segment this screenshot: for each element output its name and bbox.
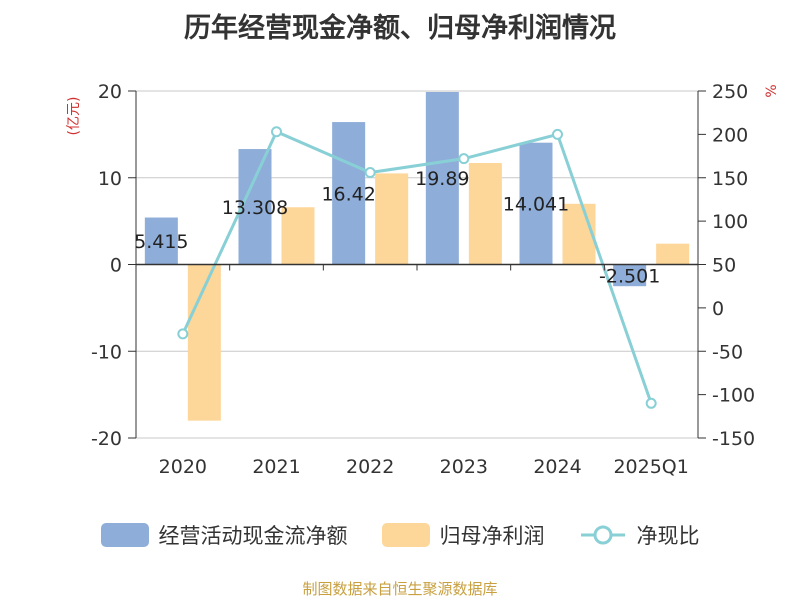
cashflow-data-label-5: -2.501 [599, 265, 660, 287]
legend-swatch-cashflow [100, 523, 149, 547]
ratio-point-3 [458, 153, 470, 165]
chart-title: 历年经营现金净额、归母净利润情况 [184, 13, 616, 44]
bar-cashflow-4 [519, 142, 553, 265]
right-tick-label-4: 50 [712, 255, 736, 277]
cashflow-data-label-3: 19.89 [415, 168, 469, 190]
cashflow-data-label-0: 5.415 [134, 231, 188, 253]
legend-item-profit[interactable]: 归母净利润 [381, 520, 545, 550]
legend-line-icon [580, 525, 625, 545]
ratio-line [181, 129, 653, 404]
bar-profit-4 [562, 203, 596, 265]
bar-profit-1 [281, 207, 315, 265]
cashflow-data-label-1: 13.308 [222, 197, 288, 219]
bar-profit-5 [656, 243, 690, 265]
bar-profit-2 [375, 173, 409, 265]
right-tick-label-0: 250 [712, 81, 748, 103]
right-tick-label-1: 200 [712, 124, 748, 146]
grid-layer [136, 90, 698, 439]
category-label-4: 2024 [533, 456, 581, 478]
legend-item-ratio[interactable]: 净现比 [579, 520, 700, 550]
category-label-5: 2025Q1 [613, 456, 688, 478]
bar-profit-3 [468, 163, 502, 265]
legend-label-profit: 归母净利润 [439, 524, 545, 548]
bar-cashflow-2 [332, 122, 366, 265]
bar-cashflow-1 [238, 149, 272, 265]
bar-cashflow-5 [613, 264, 647, 287]
bar-layer [144, 91, 690, 421]
ratio-point-1 [271, 126, 282, 138]
label-layer: 5.415 13.308 16.42 19.89 14.041 -2.501 [134, 168, 660, 287]
legend: 经营活动现金流净额 归母净利润 净现比 [0, 518, 800, 552]
right-tick-label-8: -150 [712, 428, 755, 450]
category-label-1: 2021 [252, 456, 300, 478]
legend-label-ratio: 净现比 [636, 524, 700, 548]
right-tick-label-5: 0 [712, 298, 724, 320]
line-layer [177, 126, 657, 409]
ratio-point-5 [645, 397, 657, 409]
legend-label-cashflow: 经营活动现金流净额 [158, 524, 348, 548]
legend-item-cashflow[interactable]: 经营活动现金流净额 [100, 520, 348, 550]
right-axis-unit: % [764, 84, 780, 97]
category-label-3: 2023 [440, 456, 488, 478]
left-tick-label-2: 0 [110, 255, 122, 277]
right-tick-label-7: -100 [712, 385, 755, 407]
right-tick-label-3: 100 [712, 211, 748, 233]
axis-layer: 20100-10-20250200150100500-50-100-150202… [66, 81, 780, 478]
cashflow-data-label-4: 14.041 [503, 194, 569, 216]
right-tick-label-2: 150 [712, 168, 748, 190]
left-axis-unit: (亿元) [66, 97, 82, 136]
category-label-0: 2020 [159, 456, 207, 478]
ratio-point-4 [552, 128, 563, 140]
legend-swatch-profit [381, 523, 430, 547]
left-tick-label-3: -10 [91, 341, 122, 363]
left-tick-label-1: 10 [98, 168, 122, 190]
cashflow-data-label-2: 16.42 [321, 183, 375, 205]
source-note: 制图数据来自恒生聚源数据库 [302, 580, 498, 598]
bar-cashflow-3 [425, 91, 459, 265]
left-tick-label-4: -20 [91, 428, 122, 450]
ratio-point-0 [177, 328, 189, 340]
left-tick-label-0: 20 [98, 81, 122, 103]
category-label-2: 2022 [346, 456, 394, 478]
right-tick-label-6: -50 [712, 341, 743, 363]
bar-cashflow-0 [144, 217, 178, 265]
ratio-point-2 [364, 167, 376, 179]
